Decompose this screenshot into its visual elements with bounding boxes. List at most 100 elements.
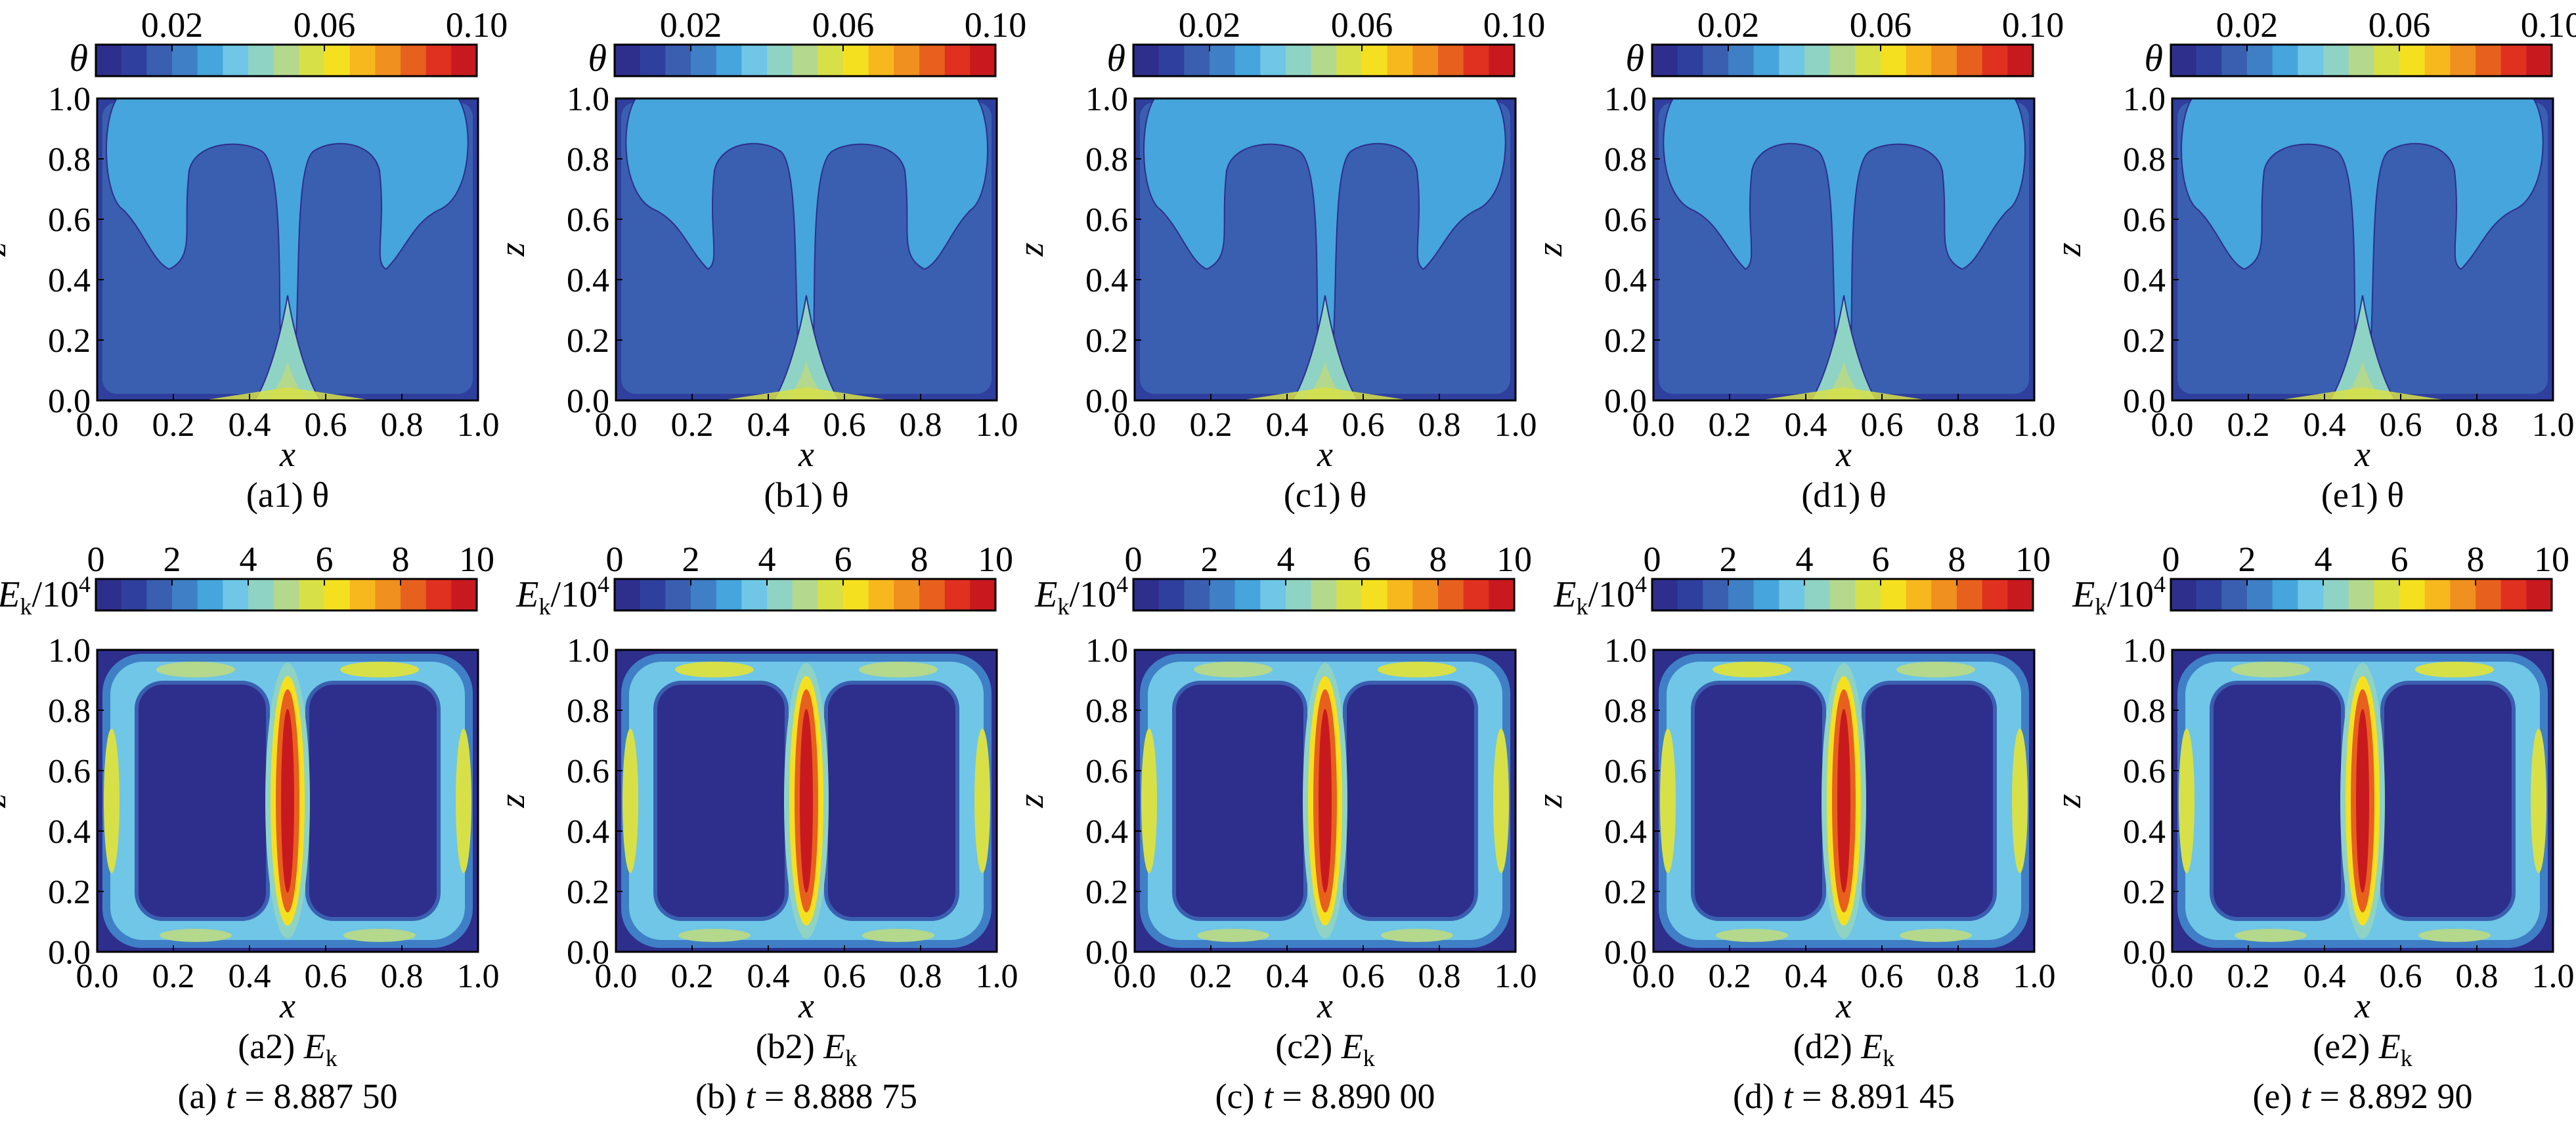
colorbar-swatch <box>2500 45 2527 76</box>
colorbar-swatch <box>919 579 946 610</box>
ek-vortex-left <box>2210 681 2345 921</box>
colorbar-swatch <box>1387 45 1413 76</box>
y-tick-label: 0.0 <box>48 383 91 420</box>
colorbar-swatch <box>324 45 351 76</box>
ek-top-jet-left <box>1896 662 1975 677</box>
colorbar-tick-label: 10 <box>459 540 494 579</box>
y-tick-label: 1.0 <box>567 81 609 118</box>
panel-caption: (b2) Ek <box>756 1027 857 1071</box>
colorbar-swatch <box>1804 579 1831 610</box>
colorbar-swatch <box>1260 579 1286 610</box>
colorbar-swatch <box>248 45 274 76</box>
colorbar-swatch <box>2348 45 2374 76</box>
colorbar-tick-label: 2 <box>164 540 181 579</box>
colorbar-frame <box>2170 578 2553 612</box>
colorbar-swatch <box>1779 45 1805 76</box>
x-tick-label: 0.2 <box>152 406 195 444</box>
colorbar-swatch <box>716 579 742 610</box>
colorbar-swatch <box>2247 45 2273 76</box>
y-tick-label: 0.0 <box>1604 383 1647 420</box>
colorbar-tick-label: 8 <box>1948 540 1966 579</box>
colorbar-tick-label: 8 <box>2467 540 2485 579</box>
colorbar-swatch <box>2221 45 2248 76</box>
panel-caption: (c1) θ <box>1284 475 1366 515</box>
theta-field <box>97 98 478 400</box>
colorbar-tick-label: 0 <box>606 540 624 579</box>
plot-clip <box>616 98 997 400</box>
colorbar-swatch <box>375 579 401 610</box>
colorbar-tick-label: 2 <box>1720 540 1737 579</box>
colorbar-tick-label: 6 <box>316 540 334 579</box>
ek-vortex-left <box>824 681 959 921</box>
colorbar-swatch <box>1855 579 1881 610</box>
x-tick-label: 0.4 <box>747 958 790 995</box>
plot-area <box>2172 650 2553 952</box>
y-tick-label: 0.6 <box>1604 753 1647 790</box>
colorbar-swatch <box>767 45 793 76</box>
x-tick-label: 0.2 <box>1709 406 1751 444</box>
colorbar-swatch <box>1158 45 1185 76</box>
y-tick-label: 1.0 <box>2123 81 2166 118</box>
colorbar-swatch <box>2348 579 2374 610</box>
ek-center-jet-core <box>2356 709 2369 893</box>
colorbar-tick-label: 0.02 <box>1697 5 1760 45</box>
y-tick-label: 0.6 <box>1085 202 1128 239</box>
y-tick-label: 0.4 <box>1085 262 1128 299</box>
x-tick-label: 0.0 <box>595 406 638 444</box>
plot-frame <box>1133 649 1517 953</box>
y-tick-label: 1.0 <box>2123 632 2166 670</box>
colorbar-swatch <box>944 45 971 76</box>
colorbar-swatch <box>2221 579 2248 610</box>
plot-clip <box>616 650 997 952</box>
theta-stem <box>1810 295 1878 400</box>
x-tick-label: 0.2 <box>1709 958 1751 995</box>
plot-area <box>616 98 997 400</box>
colorbar-label: Ek/104 <box>2072 571 2166 620</box>
colorbar-swatch <box>1931 45 1957 76</box>
colorbar-frame <box>95 43 478 77</box>
y-tick-label: 0.8 <box>48 141 91 179</box>
ek-center-jet-core <box>1319 709 1332 893</box>
colorbar-swatch <box>197 579 223 610</box>
colorbar-tick-label: 10 <box>2534 540 2569 579</box>
plot-area <box>1653 98 2034 400</box>
ek-bottom-jet-left <box>2235 929 2307 942</box>
x-tick-label: 0.6 <box>823 406 866 444</box>
colorbar-swatch <box>299 45 325 76</box>
colorbar-swatch <box>2007 579 2034 610</box>
colorbar-swatch <box>349 45 376 76</box>
colorbar-tick-label: 8 <box>392 540 410 579</box>
colorbar-swatch <box>1387 579 1413 610</box>
colorbar-tick-label: 0 <box>2162 540 2180 579</box>
x-tick-label: 0.0 <box>595 958 638 995</box>
x-tick-label: 0.0 <box>2151 958 2194 995</box>
y-axis-label: z <box>1011 242 1051 257</box>
x-tick-label: 1.0 <box>2013 406 2056 444</box>
theta-stem <box>1291 295 1359 400</box>
ek-bottom-jet-left <box>1197 929 1269 942</box>
ek-vortex-right <box>653 681 789 921</box>
colorbar-swatch <box>2399 579 2426 610</box>
ek-field <box>97 650 478 952</box>
ek-center-jet-core <box>281 709 294 893</box>
y-axis-label: z <box>1011 794 1051 808</box>
colorbar-swatch <box>2374 45 2400 76</box>
colorbar-swatch <box>1412 45 1439 76</box>
colorbar-swatch <box>1982 45 2008 76</box>
colorbar-frame <box>1651 578 2034 612</box>
y-tick-label: 0.8 <box>48 693 91 730</box>
ek-vortex-right <box>2380 681 2516 921</box>
colorbar-swatch <box>2272 45 2298 76</box>
colorbar-swatch <box>1489 579 1515 610</box>
colorbar-swatch <box>1158 579 1185 610</box>
plot-frame <box>615 649 998 953</box>
colorbar-swatch <box>1703 579 1729 610</box>
colorbar-swatch <box>1463 45 1489 76</box>
colorbar-label: Ek/104 <box>1034 571 1128 620</box>
colorbar-swatch <box>716 45 742 76</box>
colorbar-tick-label: 8 <box>911 540 928 579</box>
y-axis-label: z <box>2049 242 2088 257</box>
panel-c-ek: 0 2 4 6 8 10 Ek/104 0.0 0.2 0.4 0.6 0.8 1.0 0.0 0.2 0.4… <box>1011 540 1537 1116</box>
colorbar-tick-label: 2 <box>2238 540 2256 579</box>
y-tick-label: 0.4 <box>48 262 91 299</box>
